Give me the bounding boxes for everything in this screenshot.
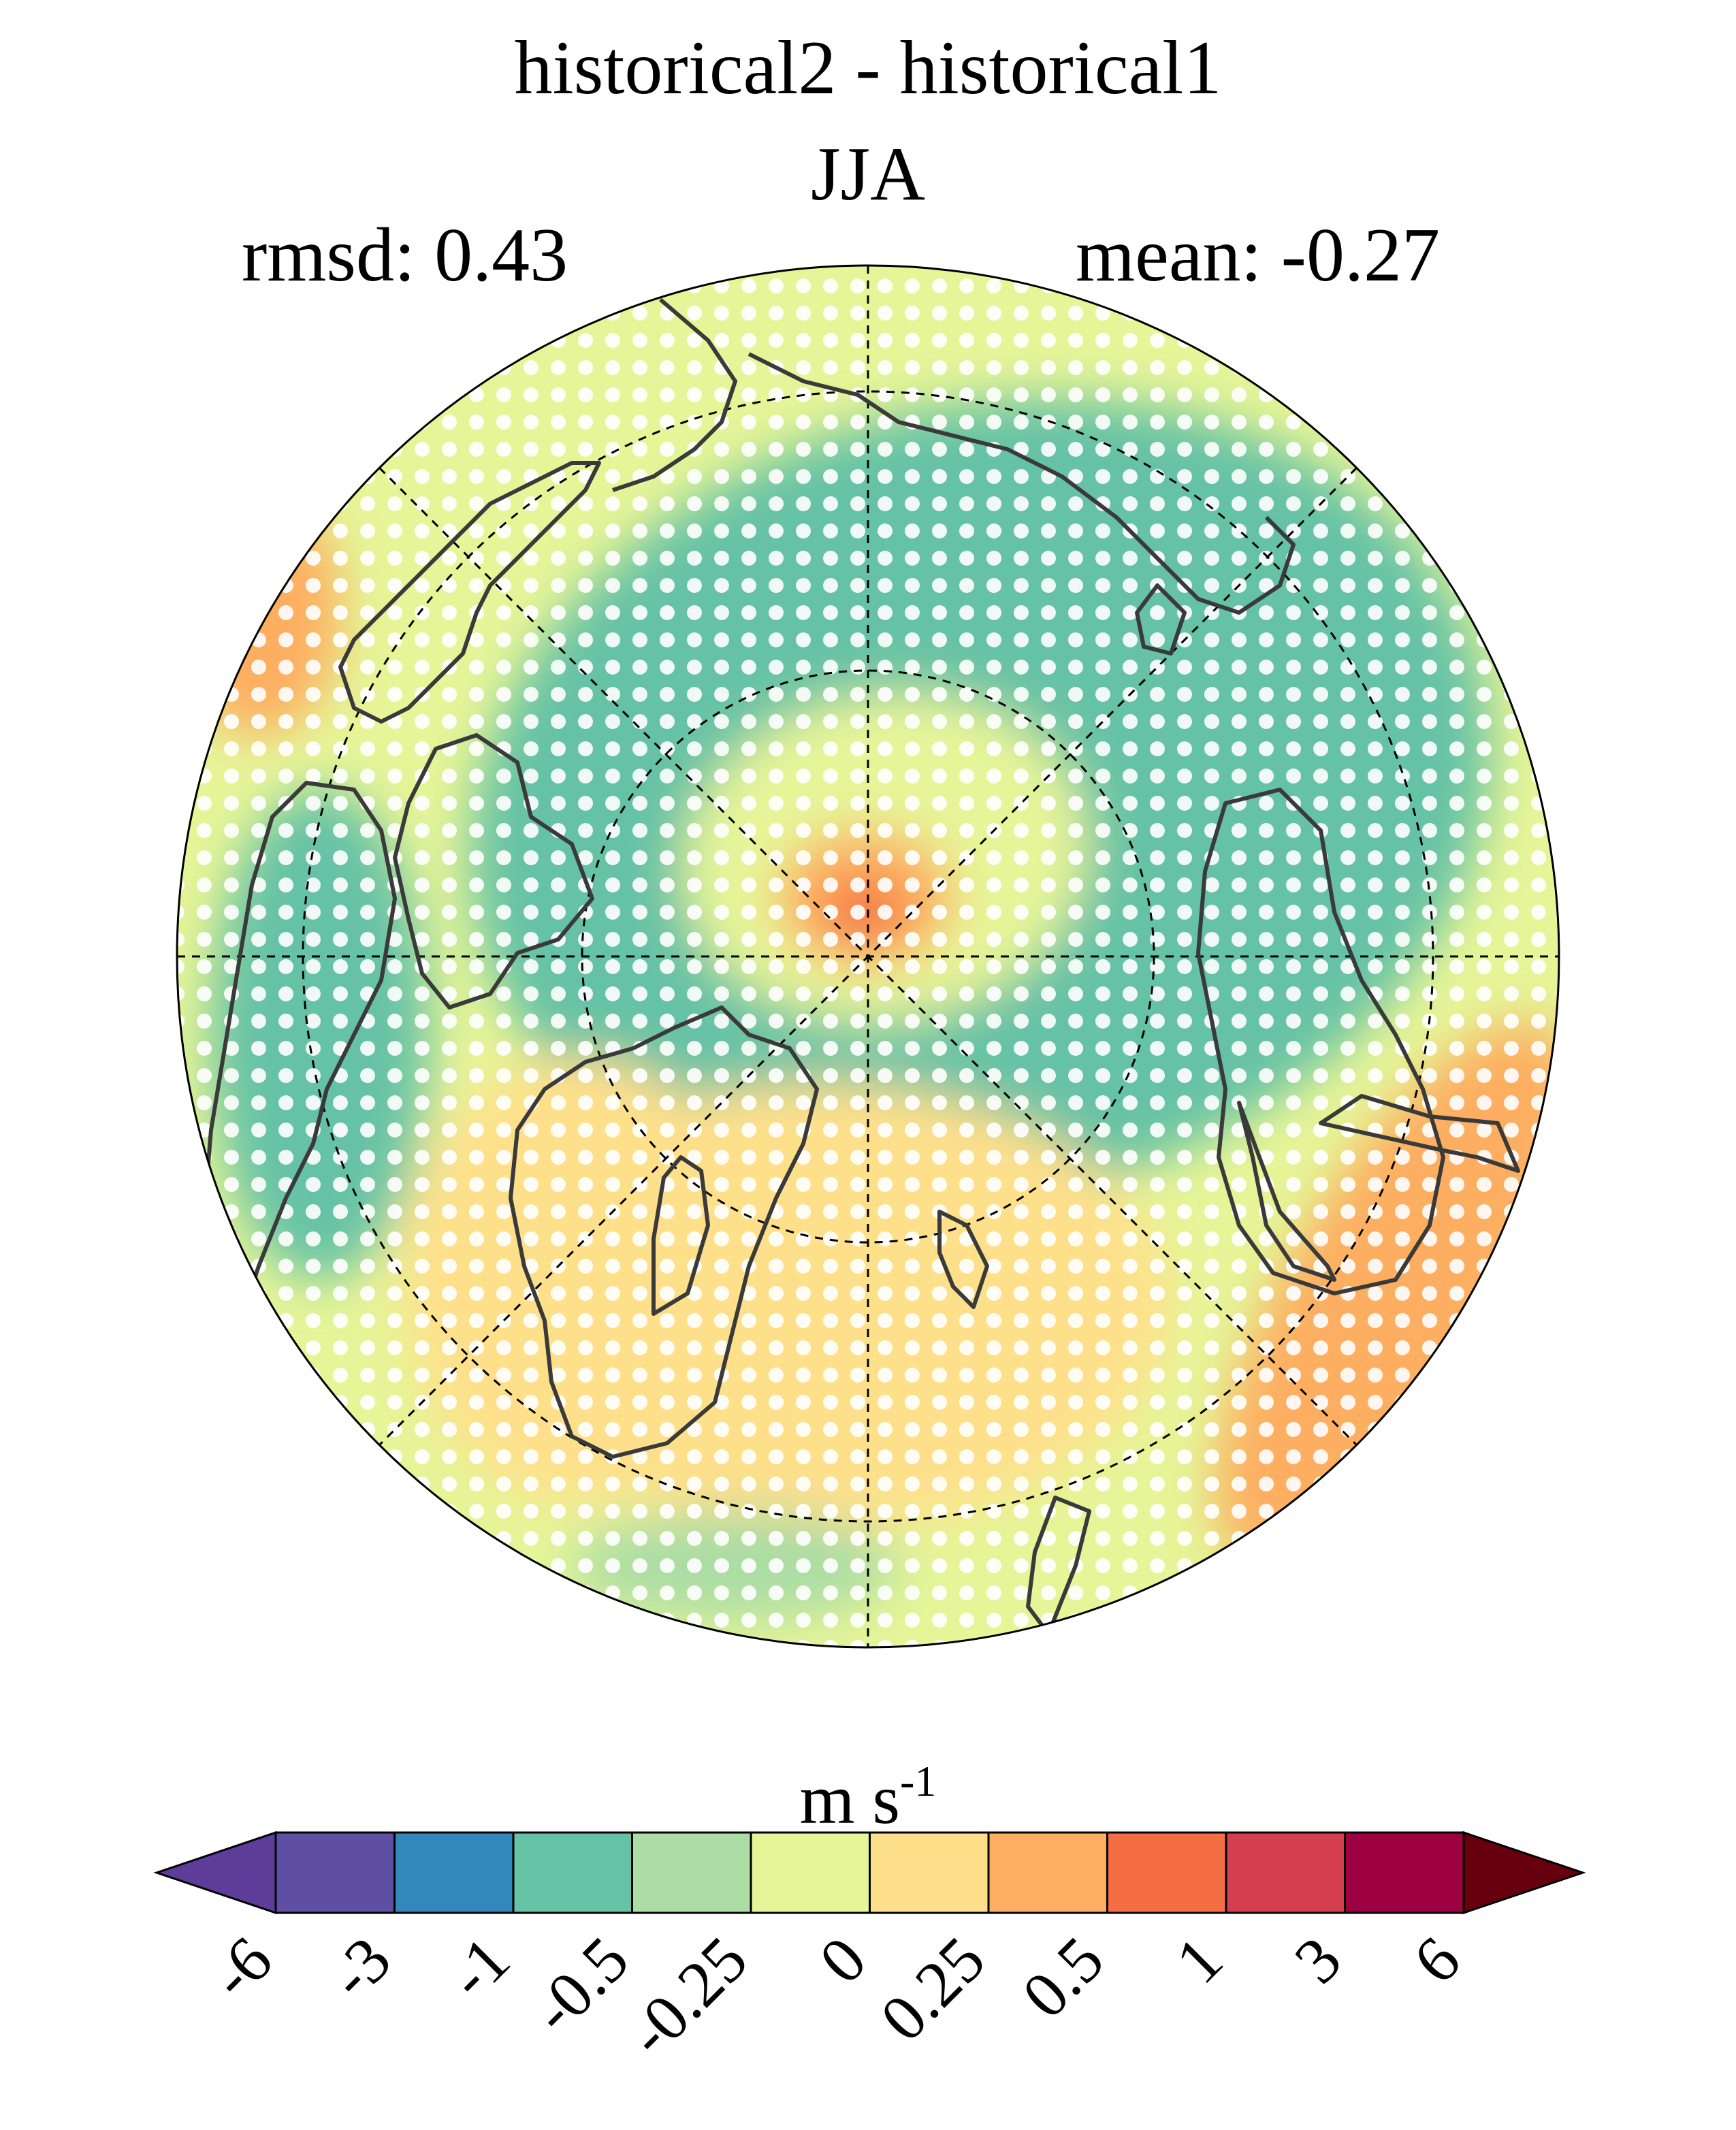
polar-map xyxy=(176,264,1560,1649)
colorbar-tick-label: 0.25 xyxy=(866,1922,998,2054)
rmsd-label: rmsd: xyxy=(242,213,416,297)
colorbar-cell xyxy=(869,1831,990,1914)
colorbar-tick-label: -3 xyxy=(315,1922,404,2012)
colorbar-cell xyxy=(1106,1831,1227,1914)
colorbar-tick-label: -1 xyxy=(434,1922,524,2012)
colorbar-tick-label: 3 xyxy=(1281,1922,1355,1997)
graticule xyxy=(177,265,1559,1647)
colorbar-cell xyxy=(274,1831,396,1914)
chart-subtitle: JJA xyxy=(810,132,926,216)
coastlines xyxy=(202,297,1520,1636)
mean-value: -0.27 xyxy=(1281,213,1440,297)
units-exponent: -1 xyxy=(900,1757,936,1805)
colorbar-extend-low xyxy=(153,1830,277,1915)
colorbar-extend-high xyxy=(1462,1830,1586,1915)
colorbar-tick-label: -6 xyxy=(196,1922,286,2012)
colorbar-cell xyxy=(987,1831,1108,1914)
colorbar-cells xyxy=(153,1830,1586,1915)
colorbar-cell xyxy=(512,1831,633,1914)
colorbar-cell xyxy=(1225,1831,1346,1914)
colorbar-cell xyxy=(1344,1831,1465,1914)
mean-stat: mean: -0.27 xyxy=(1076,214,1440,296)
mean-label: mean: xyxy=(1076,213,1262,297)
colorbar-tick-label: 0.5 xyxy=(1008,1922,1118,2032)
colorbar-tick-labels: -6 -3 -1-0.5-0.25 00.25 0.5 1 3 6 xyxy=(196,1922,1474,2070)
colorbar-tick-label: 6 xyxy=(1399,1922,1474,1997)
colorbar-cell xyxy=(750,1831,871,1914)
rmsd-value: 0.43 xyxy=(434,213,568,297)
colorbar-tick-label: 0 xyxy=(805,1922,880,1997)
rmsd-stat: rmsd: 0.43 xyxy=(242,214,568,296)
chart-title: historical2 - historical1 xyxy=(514,26,1222,110)
colorbar-units: m s-1 xyxy=(800,1757,937,1839)
colorbar-cell xyxy=(631,1831,752,1914)
map-border xyxy=(176,264,1560,1649)
colorbar-cell xyxy=(393,1831,515,1914)
colorbar-tick-label: 1 xyxy=(1161,1922,1236,1997)
colorbar-tick-label: -0.25 xyxy=(613,1922,761,2070)
